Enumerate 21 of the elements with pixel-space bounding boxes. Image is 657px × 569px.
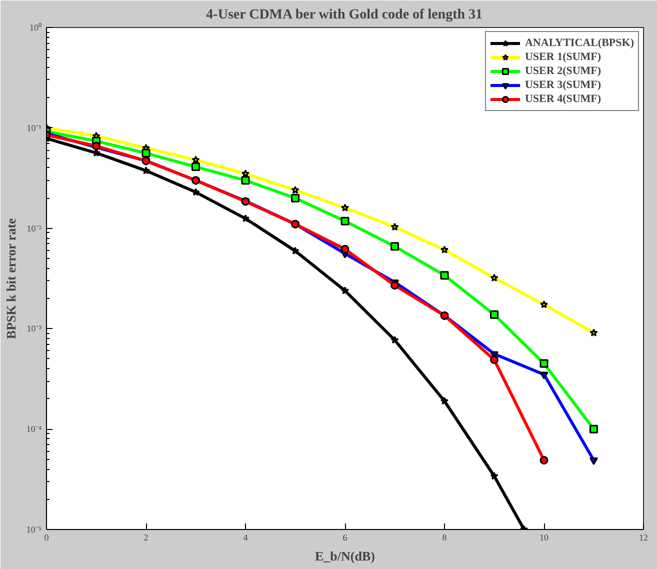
y-tick-label: 10⁰: [30, 22, 42, 32]
x-tick-label: 10: [540, 532, 549, 542]
x-tick-label: 4: [243, 532, 248, 542]
x-axis-title: E_b/N(dB): [315, 548, 375, 564]
y-tick-label: 10⁻⁵: [26, 524, 42, 534]
y-axis-title: BPSK k bit error rate: [3, 218, 18, 340]
legend-label: USER 3(SUMF): [524, 78, 602, 92]
legend-label: USER 1(SUMF): [524, 50, 602, 64]
legend-label: USER 2(SUMF): [524, 64, 602, 78]
x-tick-label: 6: [342, 532, 348, 542]
y-tick-label: 10⁻³: [26, 324, 42, 334]
x-tick-label: 0: [44, 532, 50, 542]
y-tick-label: 10⁻⁴: [26, 424, 42, 434]
x-tick-label: 2: [144, 532, 148, 542]
x-tick-label: 12: [639, 532, 648, 542]
x-tick-label: 8: [442, 532, 448, 542]
chart-title: 4-User CDMA ber with Gold code of length 31: [206, 8, 483, 22]
y-tick-label: 10⁻¹: [26, 122, 42, 133]
y-tick-label: 10⁻²: [26, 223, 42, 234]
legend-label: USER 4(SUMF): [524, 92, 602, 106]
legend-label: ANALYTICAL(BPSK): [524, 36, 634, 50]
